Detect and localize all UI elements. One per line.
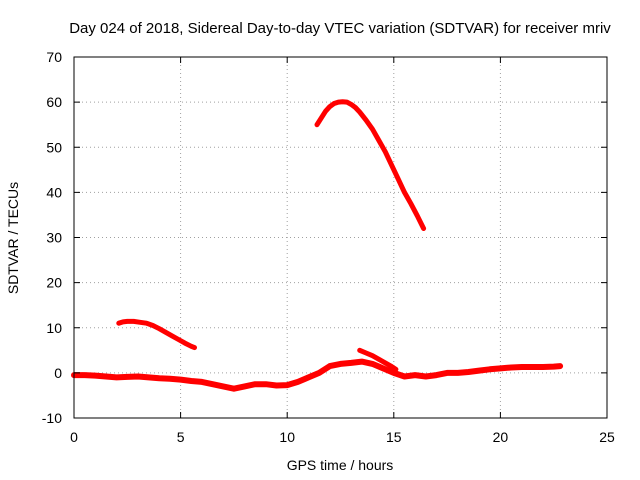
y-tick-labels: -10 0 10 20 30 40 50 60 70 xyxy=(42,49,62,426)
grid xyxy=(74,57,607,418)
y-tick-label: 30 xyxy=(46,230,62,246)
series-line-arc-3 xyxy=(314,99,427,231)
series-line-arc-2 xyxy=(357,347,399,372)
data-series xyxy=(71,99,564,392)
x-tick-label: 15 xyxy=(386,429,402,445)
y-tick-label: 50 xyxy=(46,139,62,155)
x-tick-label: 25 xyxy=(599,429,615,445)
y-tick-label: 40 xyxy=(46,184,62,200)
series-line-arc-1 xyxy=(116,318,197,351)
y-tick-label: 70 xyxy=(46,49,62,65)
y-tick-label: 20 xyxy=(46,275,62,291)
x-tick-label: 20 xyxy=(493,429,509,445)
y-tick-label: 60 xyxy=(46,94,62,110)
axis-ticks xyxy=(73,56,608,419)
y-tick-label: 0 xyxy=(54,365,62,381)
x-axis-label: GPS time / hours xyxy=(287,457,394,473)
y-tick-label: -10 xyxy=(42,410,62,426)
x-tick-labels: 0 5 10 15 20 25 xyxy=(70,429,615,445)
y-axis-label: SDTVAR / TECUs xyxy=(5,182,21,294)
x-tick-label: 0 xyxy=(70,429,78,445)
y-tick-label: 10 xyxy=(46,320,62,336)
chart-title: Day 024 of 2018, Sidereal Day-to-day VTE… xyxy=(69,20,611,37)
x-tick-label: 10 xyxy=(279,429,295,445)
x-tick-label: 5 xyxy=(177,429,185,445)
series-line-baseline xyxy=(71,358,564,392)
